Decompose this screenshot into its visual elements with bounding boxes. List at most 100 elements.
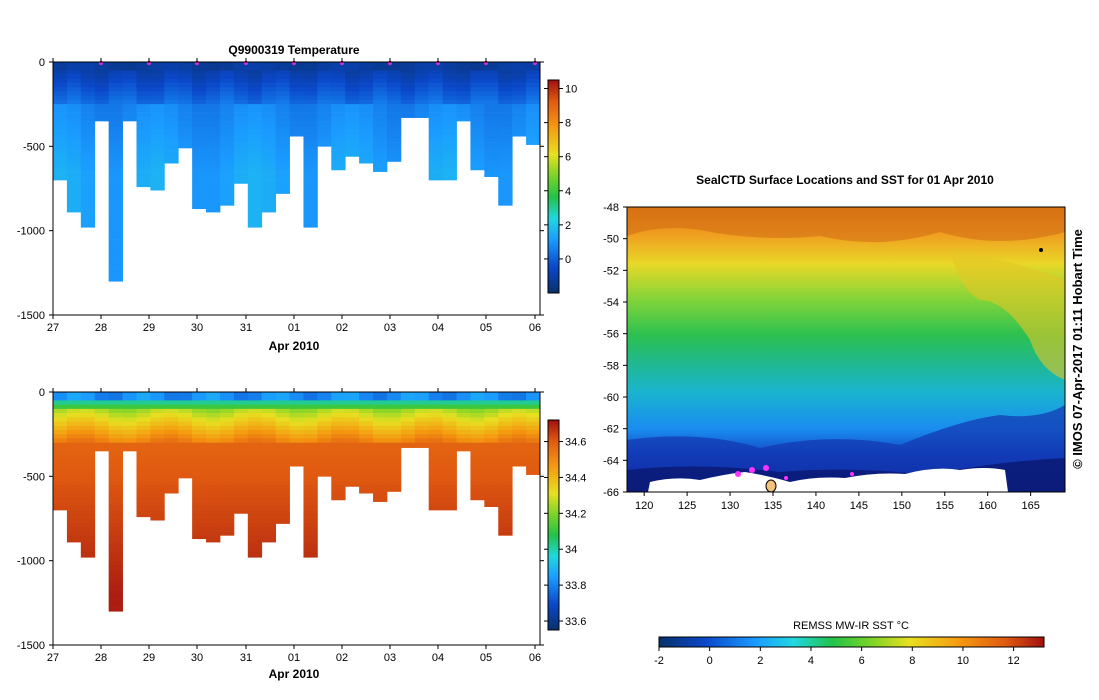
x-tick-label: 03 [384,322,396,334]
profile-cell [386,74,402,80]
profile-cell [428,404,443,410]
profile-cell [122,83,137,88]
profile-cell [136,158,151,164]
profile-cell [345,83,360,88]
profile-cell [414,66,430,71]
profile-cell [192,404,207,410]
profile-cell [108,560,123,566]
profile-cell [498,413,513,418]
profile-cell [136,497,151,502]
profile-cell [373,150,388,156]
profile-cell [373,112,388,118]
profile-cell [261,413,277,418]
profile-cell [150,142,165,147]
profile-cell [261,501,277,507]
profile-cell [150,404,165,410]
profile-cell [53,74,68,80]
profile-cell [289,83,304,88]
profile-cell [192,158,207,164]
profile-cell [359,158,374,164]
profile-cell [94,421,110,427]
profile-cell [192,137,207,143]
profile-cell [526,116,541,122]
temperature-colorbar [547,79,560,294]
profile-cell [219,70,235,75]
profile-cell [428,175,443,181]
profile-cell [53,158,68,164]
profile-cell [512,91,527,97]
profile-cell [303,535,318,540]
profile-cell [150,514,165,519]
profile-cell [456,442,471,448]
profile-cell [345,434,360,439]
profile-cell [178,459,193,464]
profile-cell [219,510,235,515]
profile-cell [53,400,68,405]
profile-cell [136,446,151,452]
profile-cell [261,505,277,511]
profile-cell [247,180,263,185]
profile-cell [80,163,96,168]
profile-cell [192,66,207,71]
profile-cell [206,531,221,536]
profile-cell [192,463,207,469]
profile-cell [178,417,193,422]
profile-cell [206,209,221,213]
profile-cell [192,188,207,194]
profile-cell [442,171,457,177]
profile-cell [80,531,96,536]
profile-cell [303,121,318,126]
sst-colorbar-tick-label: 0 [707,655,713,667]
profile-cell [247,125,263,130]
profile-cell [289,121,304,126]
profile-cell [317,74,332,80]
profile-cell [192,392,207,397]
profile-cell [275,518,290,524]
profile-cell [428,501,443,507]
profile-cell [498,531,513,536]
profile-cell [303,459,318,464]
profile-cell [317,472,332,477]
profile-cell [498,446,513,452]
profile-cell [526,104,541,109]
profile-cell [178,78,193,84]
profile-cell [386,99,402,105]
profile-cell [219,446,235,452]
profile-cell [206,484,221,490]
profile-cell [94,99,110,105]
profile-cell [470,467,485,473]
sst-colorbar-tick-label: -2 [654,655,664,667]
profile-cell [192,413,207,418]
profile-cell [136,91,151,97]
profile-cell [53,455,68,460]
profile-cell [66,531,82,536]
profile-cell [53,451,68,456]
profile-cell [428,62,443,67]
profile-cell [442,459,457,464]
map-x-tick-label: 145 [850,500,868,512]
profile-cell [484,467,499,473]
profile-cell [400,413,416,418]
profile-cell [192,438,207,443]
profile-cell [345,74,360,80]
profile-cell [359,66,374,71]
profile-cell [484,497,499,502]
profile-cell [331,400,346,405]
profile-cell [66,158,82,164]
profile-cell [233,396,249,401]
profile-cell [331,408,346,414]
profile-cell [359,104,374,109]
profile-cell [108,158,123,164]
profile-cell [484,87,499,92]
profile-cell [164,459,179,464]
profile-cell [261,472,277,477]
profile-cell [247,142,263,147]
profile-cell [108,205,123,210]
profile-cell [414,70,430,75]
profile-cell [386,459,402,464]
profile-cell [66,192,82,198]
profile-cell [317,87,332,92]
profile-cell [233,501,249,507]
profile-cell [331,167,346,171]
